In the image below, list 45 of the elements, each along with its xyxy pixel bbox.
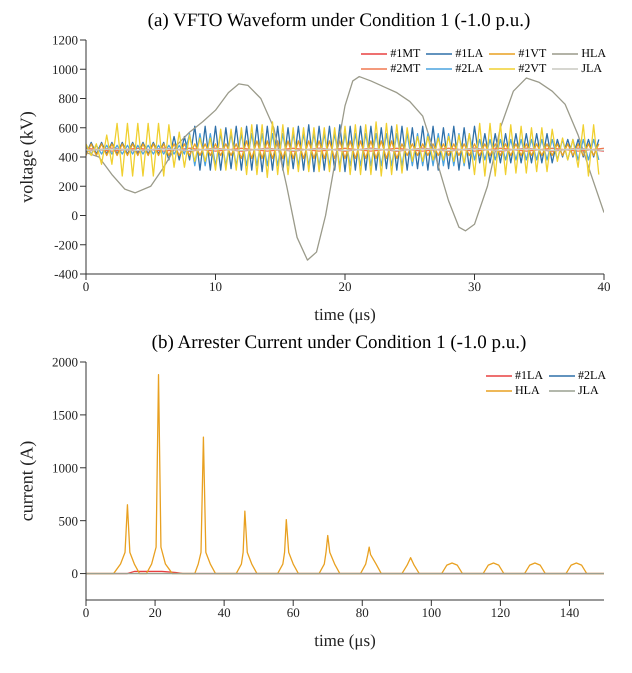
x-tick-label: 140 xyxy=(560,605,580,620)
legend-label: #1LA xyxy=(455,46,484,61)
x-tick-label: 0 xyxy=(82,605,90,620)
legend-label: JLA xyxy=(578,383,599,398)
legend-label: #1VT xyxy=(518,46,546,61)
chart-title: (b) Arrester Current under Condition 1 (-1.0 p.u.) xyxy=(150,331,528,355)
x-tick-label: 20 xyxy=(338,279,352,294)
y-tick-label: 1000 xyxy=(52,62,78,77)
y-tick-label: -200 xyxy=(54,237,78,252)
y-tick-label: 1200 xyxy=(52,32,78,48)
legend-label: #1MT xyxy=(390,46,420,61)
x-tick-label: 10 xyxy=(209,279,222,294)
y-axis-title: current (A) xyxy=(16,440,36,522)
x-tick-label: 0 xyxy=(82,279,90,294)
y-tick-label: -400 xyxy=(54,266,78,282)
chart-title: (a) VFTO Waveform under Condition 1 (-1.0 p.u.) xyxy=(146,9,532,33)
x-tick-label: 100 xyxy=(422,605,442,620)
x-axis-title: time (μs) xyxy=(314,631,376,650)
x-tick-label: 30 xyxy=(468,279,481,294)
y-tick-label: 500 xyxy=(58,513,78,528)
legend-label: #2VT xyxy=(518,61,546,76)
legend-label: JLA xyxy=(581,61,602,76)
y-tick-label: 1500 xyxy=(52,408,78,423)
legend-label: HLA xyxy=(581,46,606,61)
y-tick-label: 0 xyxy=(72,566,78,582)
legend-label: #1LA xyxy=(515,368,543,383)
y-tick-label: 200 xyxy=(58,178,78,194)
x-tick-label: 120 xyxy=(490,605,510,620)
y-tick-label: 600 xyxy=(58,120,78,136)
y-axis-title: voltage (kV) xyxy=(16,111,36,203)
x-tick-label: 40 xyxy=(598,279,610,294)
legend-label: #2LA xyxy=(455,61,484,76)
x-axis-title: time (μs) xyxy=(314,305,376,324)
x-tick-label: 20 xyxy=(148,605,162,620)
y-tick-label: 400 xyxy=(58,150,78,165)
legend-label: HLA xyxy=(515,383,540,398)
legend-label: #2MT xyxy=(390,61,420,76)
legend-label: #2LA xyxy=(578,368,606,383)
y-tick-label: 800 xyxy=(58,91,78,106)
y-tick-label: 1000 xyxy=(52,460,78,476)
x-tick-label: 80 xyxy=(356,605,369,620)
x-tick-label: 60 xyxy=(286,605,300,620)
x-tick-label: 40 xyxy=(218,605,231,620)
y-tick-label: 2000 xyxy=(52,354,78,370)
y-tick-label: 0 xyxy=(72,208,78,224)
